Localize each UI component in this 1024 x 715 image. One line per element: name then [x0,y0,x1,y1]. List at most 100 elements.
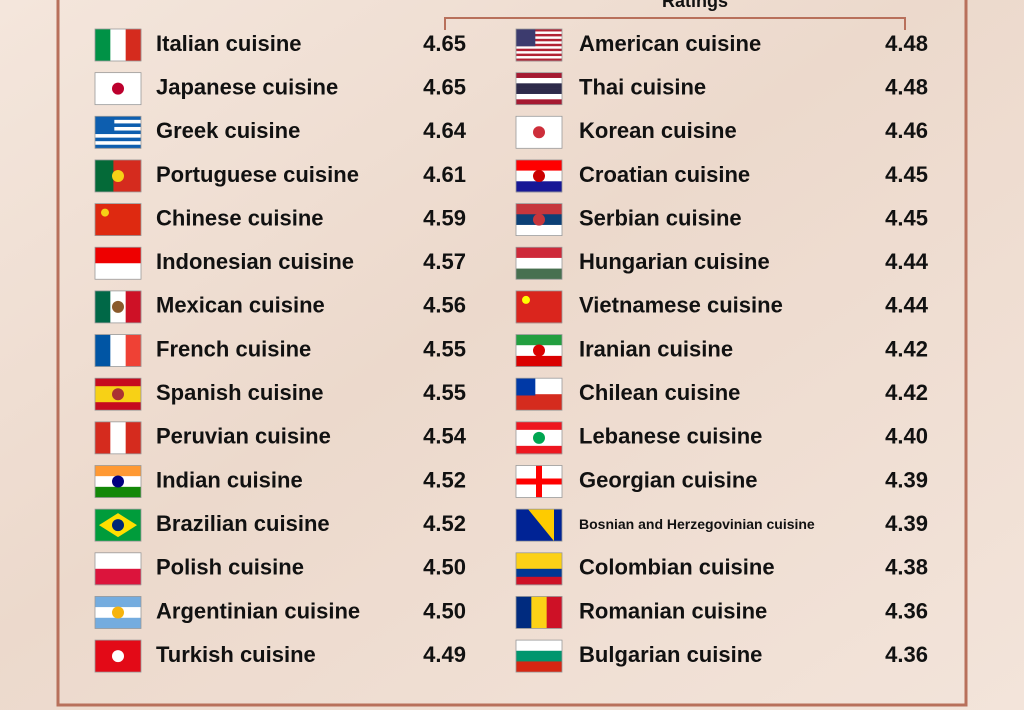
rating: 4.42 [885,336,928,361]
flag [94,28,142,62]
cuisine-name: Japanese cuisine [156,74,338,99]
flag [515,246,563,280]
flag-stripe [95,290,111,323]
flag-stripe [516,596,532,629]
flag-stripe [516,93,562,100]
flag-border [94,203,142,237]
flag-stripe [516,41,562,45]
rating: 4.54 [423,424,467,449]
flag-stripe [516,445,562,455]
cuisine-name: Chinese cuisine [156,205,324,230]
flag [515,159,563,193]
flag-stripe [516,46,562,49]
flag-stripe [125,290,142,323]
flag [515,290,563,324]
rating: 4.45 [885,162,928,187]
flag-border [515,334,563,367]
flag-stripe [516,53,562,57]
cuisine-name: Romanian cuisine [579,598,767,623]
rating: 4.36 [885,598,928,623]
flag-stripe [516,568,562,578]
cuisine-name: Italian cuisine [156,31,302,56]
flag-border [515,246,563,280]
flag [94,203,142,237]
flag-border [94,159,142,193]
cuisine-name: Croatian cuisine [579,162,750,187]
flag [94,596,142,629]
flag-stripe [516,355,562,367]
rating: 4.46 [885,118,928,143]
flag-stripe [516,159,562,171]
flag-stripe [516,48,562,52]
flag-emblem [533,213,545,226]
rating: 4.44 [885,249,929,274]
rating: 4.59 [423,205,466,230]
flag-stripe [516,247,562,259]
rating: 4.65 [423,31,466,56]
rating: 4.64 [423,118,467,143]
flag-stripe [95,159,114,192]
flag-border [515,639,563,673]
flag-stripe [516,394,562,411]
rating: 4.52 [423,467,466,492]
flag [515,334,563,367]
flag [515,596,563,629]
cuisine-name: Argentinian cuisine [156,598,360,623]
flag-border [94,639,142,673]
flag [94,115,142,149]
flag-stripe [95,378,141,387]
rating: 4.56 [423,293,466,318]
rating: 4.65 [423,74,466,99]
flag-stripe [516,51,562,54]
flag-canton [95,116,115,134]
rating: 4.44 [885,293,929,318]
flag-stripe [95,134,141,138]
flag-stripe [95,247,141,264]
flag-stripe [110,334,126,367]
rating: 4.49 [423,642,466,667]
rating: 4.48 [885,74,928,99]
flag [515,552,563,586]
cuisine-name: Korean cuisine [579,118,737,143]
flag-stripe [516,552,562,562]
flag-stripe [95,552,141,570]
flag-stripe [95,130,141,135]
flag-stripe [516,203,562,215]
flag-border [515,508,563,542]
flag-stripe [516,43,562,47]
cuisine-name: Chilean cuisine [579,380,740,405]
cuisine-name: Iranian cuisine [579,336,733,361]
flag [94,508,142,542]
cuisine-name: Bosnian and Herzegovinian cuisine [579,516,815,532]
flag-emblem [112,475,124,488]
flag-stripe [95,465,141,477]
flag-border [515,377,563,411]
flag-stripe [531,596,547,629]
rating: 4.61 [423,162,466,187]
flag-stripe [516,224,562,236]
flag-border [515,290,563,324]
cuisine-name: Mexican cuisine [156,293,325,318]
frame [56,0,968,707]
flag-stripe [516,38,562,42]
cuisine-name: Polish cuisine [156,555,304,580]
flag-border [515,28,563,62]
cuisine-name: Greek cuisine [156,118,300,143]
flag-stripe [125,29,142,61]
flag [515,203,563,237]
rating: 4.52 [423,511,466,536]
flag-canton [516,29,536,47]
flag-stripe [95,123,141,128]
flag-stripe [516,33,562,37]
flag-border [94,72,142,106]
cuisine-name: French cuisine [156,336,311,361]
flag-border [94,290,142,324]
flag-emblem [112,519,124,532]
flag [94,377,142,411]
flag-stripe [516,58,562,62]
flag-stripe [95,402,141,411]
flag-stripe [95,29,111,61]
flag [94,159,142,193]
